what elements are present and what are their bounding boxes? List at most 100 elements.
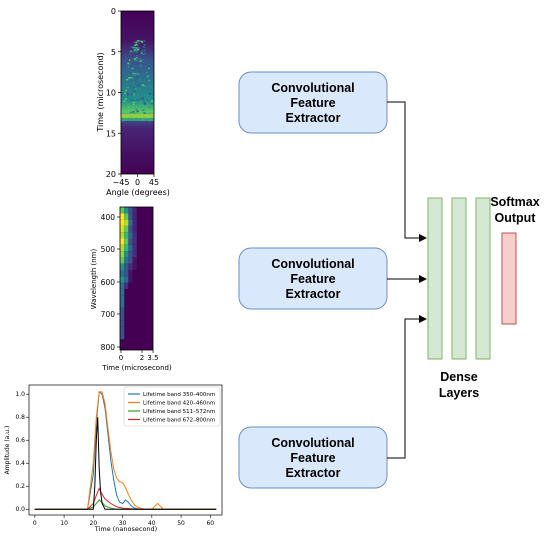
texture-speck bbox=[131, 98, 134, 100]
texture-speck bbox=[131, 77, 134, 79]
softmax-label-line2: Output bbox=[495, 211, 537, 225]
texture-speck bbox=[132, 82, 135, 84]
texture-speck bbox=[139, 64, 142, 67]
texture-speck bbox=[151, 100, 154, 102]
texture-speck bbox=[138, 89, 141, 91]
chart-y-tick-label: 1.0 bbox=[15, 391, 25, 398]
heat-cell bbox=[120, 320, 125, 327]
texture-speck bbox=[149, 85, 152, 88]
bright-band bbox=[121, 118, 154, 121]
texture-speck bbox=[141, 84, 144, 86]
connector-bottom bbox=[387, 315, 427, 459]
texture-speck bbox=[143, 44, 146, 46]
dense-layers: Dense Layers bbox=[427, 197, 491, 400]
middle-x-axis-label: Time (microsecond) bbox=[101, 364, 172, 372]
texture-speck bbox=[132, 111, 135, 113]
texture-speck bbox=[134, 50, 137, 52]
heat-cell bbox=[124, 244, 129, 252]
top-x-tick-label: 0 bbox=[135, 178, 140, 187]
top-x-tick-label: −45 bbox=[113, 178, 130, 187]
extractor-top: Convolutional Feature Extractor bbox=[238, 71, 388, 134]
texture-speck bbox=[125, 89, 128, 92]
texture-speck bbox=[135, 44, 138, 46]
texture-speck bbox=[135, 40, 138, 43]
texture-speck bbox=[137, 84, 140, 87]
texture-speck bbox=[129, 53, 132, 55]
heat-cell bbox=[120, 270, 125, 277]
texture-speck bbox=[143, 102, 146, 104]
texture-speck bbox=[126, 79, 129, 81]
texture-speck bbox=[150, 103, 153, 105]
texture-speck bbox=[137, 47, 140, 49]
middle-x-ticks: 0 2 3.5 bbox=[119, 350, 159, 362]
texture-speck bbox=[141, 73, 144, 75]
heat-cell bbox=[120, 219, 125, 226]
texture-speck bbox=[135, 57, 138, 60]
chart-x-tick-label: 0 bbox=[33, 520, 37, 527]
texture-speck bbox=[144, 94, 147, 96]
texture-speck bbox=[148, 106, 151, 108]
texture-speck bbox=[124, 112, 127, 114]
texture-speck bbox=[134, 88, 137, 91]
texture-speck bbox=[133, 41, 136, 43]
top-y-tick-label: 20 bbox=[106, 170, 116, 179]
texture-speck bbox=[142, 109, 145, 111]
texture-speck bbox=[141, 50, 144, 52]
legend-label-1: Lifetime band 420–460nm bbox=[143, 401, 215, 407]
legend-label-0: Lifetime band 350–400nm bbox=[143, 392, 215, 398]
top-heatmap-panel: 0 5 10 15 20 −45 0 45 Time (microsecond) Angle… bbox=[96, 7, 170, 197]
texture-speck bbox=[139, 79, 142, 81]
extractor-bottom-line2: Feature bbox=[290, 451, 335, 465]
texture-speck bbox=[138, 42, 140, 44]
heat-cell bbox=[128, 219, 133, 226]
texture-speck bbox=[136, 79, 138, 82]
heat-cell bbox=[124, 232, 129, 239]
texture-speck bbox=[138, 82, 141, 85]
softmax-layer bbox=[501, 232, 517, 325]
texture-speck bbox=[146, 96, 148, 98]
texture-speck bbox=[141, 41, 144, 43]
texture-speck bbox=[134, 44, 137, 46]
texture-speck bbox=[130, 71, 133, 73]
heat-cell bbox=[132, 257, 137, 264]
texture-speck bbox=[127, 64, 130, 66]
heat-cell bbox=[128, 213, 133, 220]
texture-speck bbox=[133, 46, 136, 49]
texture-speck bbox=[145, 71, 148, 74]
texture-speck bbox=[130, 99, 132, 101]
chart-y-axis-label: Amplitude (a.u.) bbox=[4, 426, 11, 475]
texture-speck bbox=[133, 73, 135, 75]
heat-cell bbox=[120, 244, 125, 252]
texture-speck bbox=[142, 97, 144, 99]
heat-cell bbox=[124, 238, 129, 245]
texture-speck bbox=[135, 41, 138, 44]
heat-cell bbox=[128, 276, 133, 283]
middle-y-tick-label: 500 bbox=[101, 245, 116, 254]
texture-speck bbox=[124, 98, 127, 100]
texture-speck bbox=[143, 40, 146, 42]
middle-y-tick-label: 800 bbox=[101, 343, 116, 352]
legend-label-3: Lifetime band 672–800nm bbox=[143, 418, 215, 424]
bright-band bbox=[121, 114, 154, 118]
heat-cell bbox=[124, 207, 129, 214]
texture-speck bbox=[138, 99, 141, 101]
heat-cell bbox=[132, 207, 137, 214]
texture-speck bbox=[137, 76, 140, 79]
middle-x-tick-label: 3.5 bbox=[147, 354, 158, 362]
heat-cell bbox=[120, 301, 125, 308]
extractor-top-line1: Convolutional bbox=[271, 81, 354, 95]
heat-cell bbox=[124, 257, 129, 264]
heat-cell bbox=[132, 213, 137, 220]
texture-speck bbox=[126, 92, 129, 94]
texture-speck bbox=[127, 66, 130, 68]
texture-speck bbox=[142, 61, 145, 64]
chart-y-tick-label: 0.6 bbox=[15, 437, 25, 444]
texture-speck bbox=[133, 49, 136, 51]
texture-speck bbox=[124, 92, 127, 95]
heat-cell bbox=[120, 251, 125, 258]
heat-cell bbox=[124, 270, 129, 277]
top-x-ticks: −45 0 45 bbox=[113, 174, 159, 187]
heat-cell bbox=[128, 251, 133, 258]
texture-speck bbox=[132, 103, 135, 106]
